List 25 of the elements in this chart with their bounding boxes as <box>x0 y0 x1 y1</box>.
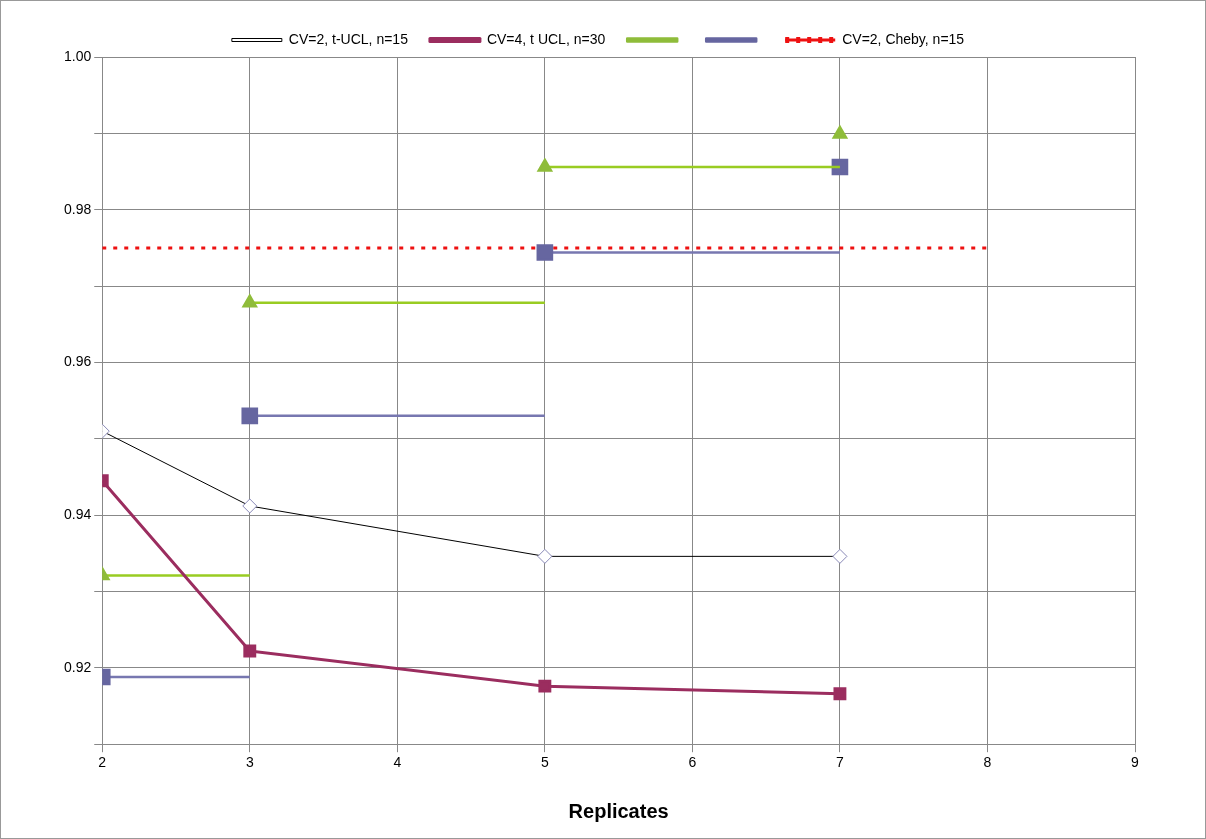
legend-label: CV=4, t UCL, n=30 <box>486 30 606 47</box>
x-axis-title: Replicates <box>568 799 669 822</box>
x-tick-label: 3 <box>245 754 254 771</box>
y-tick-label: 0.94 <box>64 505 92 522</box>
y-tick-label: 1.00 <box>64 47 92 64</box>
x-tick-label: 2 <box>98 754 107 771</box>
y-tick-label: 0.98 <box>64 200 92 217</box>
x-tick-label: 6 <box>688 754 697 771</box>
legend-label: CV=2, Cheby, n=15 <box>842 30 965 47</box>
point <box>833 687 847 701</box>
legend-label: CV=2, t-UCL, n=15 <box>288 30 409 47</box>
point <box>537 158 553 172</box>
point <box>241 407 259 425</box>
y-tick-label: 0.96 <box>64 353 92 370</box>
point <box>538 679 552 693</box>
point <box>243 644 257 658</box>
x-tick-label: 9 <box>1131 754 1140 771</box>
x-tick-label: 5 <box>540 754 549 771</box>
point <box>832 125 848 139</box>
x-tick-label: 7 <box>836 754 845 771</box>
point <box>536 244 554 261</box>
y-tick-label: 0.92 <box>64 658 92 675</box>
x-tick-label: 8 <box>983 754 992 771</box>
point <box>242 294 258 308</box>
x-tick-label: 4 <box>393 754 402 771</box>
